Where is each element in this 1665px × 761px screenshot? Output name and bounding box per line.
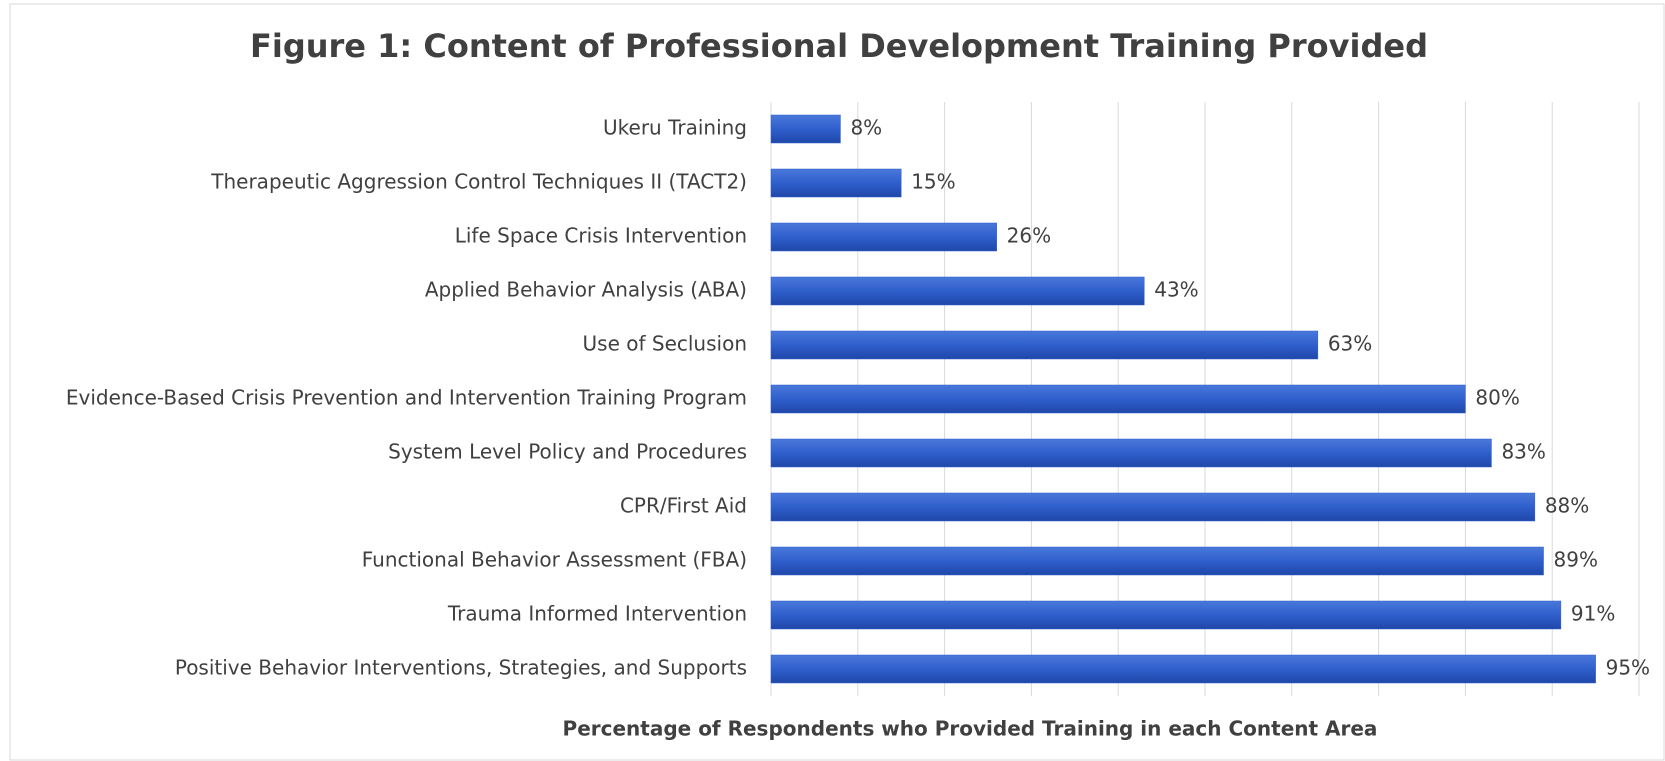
- bar: [770, 330, 1319, 360]
- y-tick-label: Positive Behavior Interventions, Strateg…: [175, 656, 747, 680]
- bar: [770, 438, 1492, 468]
- data-label: 43%: [1154, 278, 1198, 302]
- bar: [770, 600, 1562, 630]
- y-tick-label: Applied Behavior Analysis (ABA): [425, 278, 747, 302]
- data-label: 15%: [911, 170, 955, 194]
- data-label: 88%: [1545, 494, 1589, 518]
- bar: [770, 222, 997, 252]
- data-label: 95%: [1606, 656, 1650, 680]
- data-label: 26%: [1007, 224, 1051, 248]
- y-tick-label: Life Space Crisis Intervention: [455, 224, 747, 248]
- y-tick-label: Trauma Informed Intervention: [447, 602, 747, 626]
- bar: [770, 384, 1466, 414]
- y-tick-label: Functional Behavior Assessment (FBA): [362, 548, 747, 572]
- x-axis-label: Percentage of Respondents who Provided T…: [563, 717, 1378, 741]
- data-label: 8%: [850, 116, 882, 140]
- data-label: 83%: [1501, 440, 1545, 464]
- bar: [770, 114, 841, 144]
- chart-title: Figure 1: Content of Professional Develo…: [250, 27, 1428, 65]
- y-tick-label: System Level Policy and Procedures: [388, 440, 747, 464]
- data-label: 91%: [1571, 602, 1615, 626]
- y-tick-label: Evidence-Based Crisis Prevention and Int…: [66, 386, 747, 410]
- y-tick-label: Ukeru Training: [603, 116, 747, 140]
- bar: [770, 168, 902, 198]
- data-label: 89%: [1554, 548, 1598, 572]
- bar: [770, 654, 1596, 684]
- data-label: 63%: [1328, 332, 1372, 356]
- y-tick-label: Therapeutic Aggression Control Technique…: [210, 170, 747, 194]
- data-label: 80%: [1475, 386, 1519, 410]
- bar: [770, 276, 1145, 306]
- bar: [770, 492, 1536, 522]
- y-tick-label: CPR/First Aid: [620, 494, 747, 518]
- y-tick-label: Use of Seclusion: [583, 332, 747, 356]
- bar: [770, 546, 1544, 576]
